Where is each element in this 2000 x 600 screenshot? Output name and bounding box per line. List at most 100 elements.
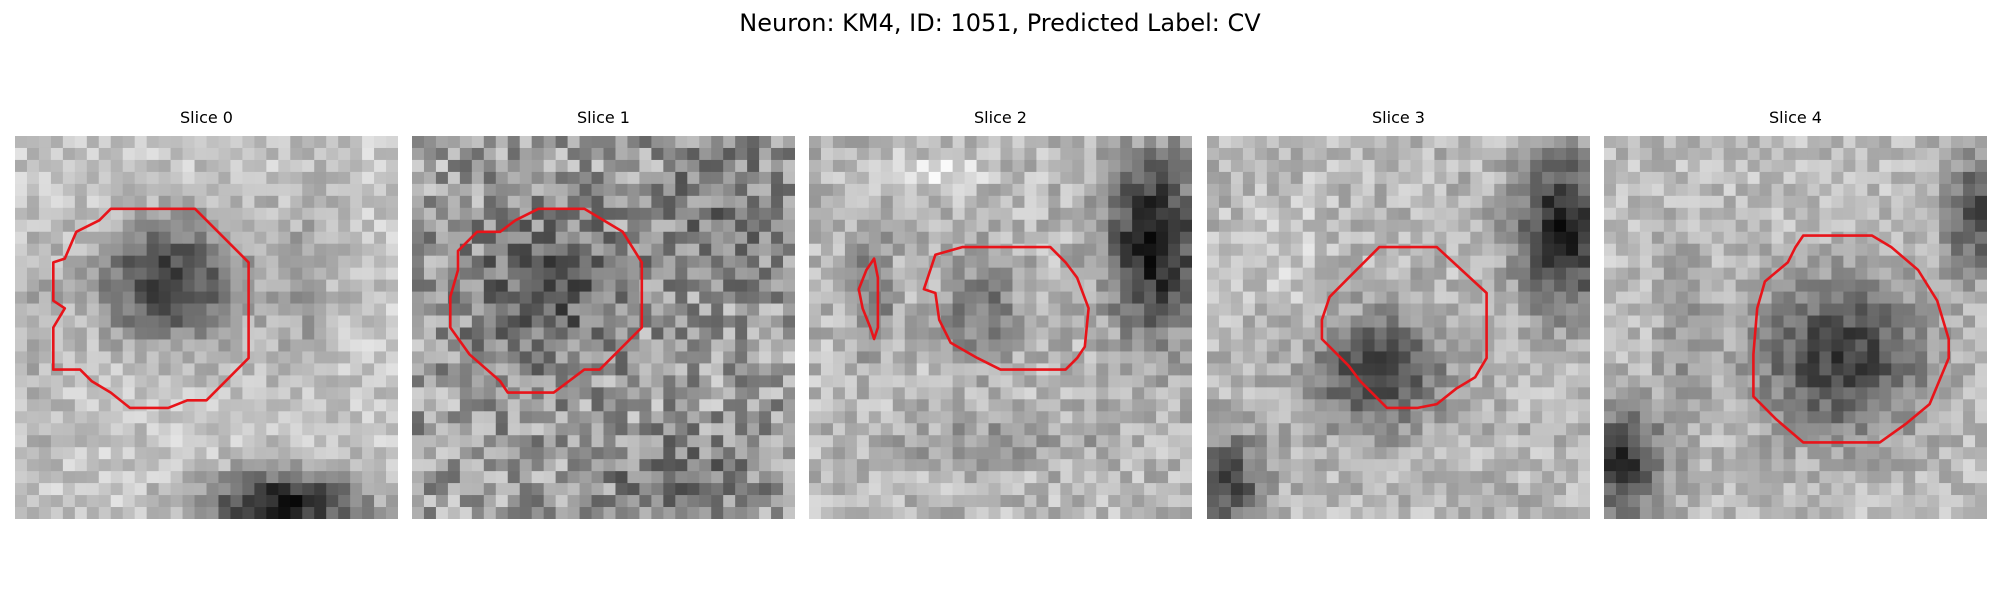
image-pixel [98, 231, 112, 245]
image-pixel [158, 303, 171, 316]
image-pixel [1230, 447, 1244, 460]
image-pixel [1084, 447, 1097, 460]
image-pixel [543, 255, 557, 269]
image-pixel [627, 171, 640, 185]
image-pixel [663, 159, 676, 173]
image-pixel [1302, 435, 1316, 448]
image-pixel [110, 303, 124, 316]
image-pixel [1975, 423, 1987, 436]
image-pixel [940, 136, 954, 149]
image-pixel [507, 183, 521, 197]
image-pixel [1470, 195, 1483, 209]
image-pixel [964, 183, 977, 197]
image-pixel [1048, 219, 1061, 233]
image-pixel [940, 471, 954, 484]
image-pixel [1024, 303, 1037, 316]
image-pixel [423, 447, 437, 460]
image-pixel [218, 327, 231, 340]
image-pixel [1951, 387, 1964, 400]
image-pixel [1290, 399, 1304, 412]
image-pixel [1338, 147, 1352, 161]
image-pixel [1604, 387, 1617, 400]
image-pixel [158, 459, 171, 472]
image-pixel [555, 471, 568, 484]
image-pixel [290, 399, 303, 412]
image-pixel [483, 423, 497, 436]
image-pixel [412, 195, 425, 209]
image-pixel [146, 459, 160, 472]
image-pixel [519, 399, 533, 412]
image-pixel [278, 219, 291, 233]
slice-title: Slice 0 [180, 108, 233, 127]
image-pixel [1060, 483, 1073, 496]
image-pixel [146, 447, 160, 460]
image-pixel [832, 183, 846, 197]
image-pixel [1168, 327, 1181, 340]
image-pixel [1506, 291, 1519, 304]
image-pixel [783, 255, 795, 269]
image-pixel [1831, 411, 1844, 424]
image-pixel [1915, 351, 1928, 364]
image-pixel [326, 459, 339, 472]
image-pixel [844, 351, 858, 364]
image-pixel [1604, 303, 1617, 316]
image-pixel [1891, 447, 1904, 460]
image-pixel [1663, 435, 1677, 448]
image-pixel [783, 447, 795, 460]
image-pixel [1735, 327, 1749, 340]
image-pixel [735, 291, 748, 304]
image-pixel [675, 195, 688, 209]
image-pixel [1180, 387, 1192, 400]
image-pixel [1566, 279, 1579, 292]
image-pixel [1711, 411, 1725, 424]
image-pixel [1302, 147, 1316, 161]
image-pixel [519, 136, 533, 149]
image-pixel [194, 399, 207, 412]
image-pixel [290, 423, 303, 436]
image-pixel [146, 339, 160, 352]
image-pixel [1518, 219, 1531, 233]
image-pixel [1422, 279, 1435, 292]
image-pixel [747, 351, 760, 364]
image-pixel [976, 303, 989, 316]
image-pixel [1230, 423, 1244, 436]
image-pixel [1783, 291, 1796, 304]
image-pixel [1939, 303, 1952, 316]
image-pixel [1000, 255, 1013, 269]
image-pixel [1494, 195, 1507, 209]
image-pixel [1120, 255, 1133, 269]
image-pixel [735, 411, 748, 424]
image-pixel [1566, 459, 1579, 472]
image-pixel [1566, 207, 1579, 221]
image-pixel [447, 387, 461, 400]
image-pixel [1831, 195, 1844, 209]
image-pixel [1266, 243, 1280, 257]
image-pixel [290, 147, 303, 161]
image-pixel [1951, 435, 1964, 448]
image-pixel [627, 267, 640, 281]
image-pixel [591, 327, 604, 340]
image-pixel [1651, 303, 1665, 316]
image-pixel [1144, 471, 1157, 484]
image-pixel [314, 171, 327, 185]
image-pixel [1326, 399, 1340, 412]
image-pixel [916, 363, 930, 376]
image-pixel [1060, 447, 1073, 460]
image-pixel [1108, 399, 1121, 412]
image-pixel [1783, 219, 1796, 233]
image-pixel [832, 291, 846, 304]
image-pixel [1963, 327, 1976, 340]
image-pixel [1144, 291, 1157, 304]
image-pixel [1783, 183, 1796, 197]
image-pixel [459, 303, 473, 316]
image-pixel [1108, 459, 1121, 472]
image-pixel [809, 411, 822, 424]
image-pixel [1566, 243, 1579, 257]
image-pixel [723, 423, 736, 436]
image-pixel [1675, 171, 1689, 185]
image-pixel [1446, 471, 1459, 484]
image-pixel [1903, 327, 1916, 340]
image-pixel [507, 171, 521, 185]
image-pixel [1891, 351, 1904, 364]
image-pixel [1374, 159, 1387, 173]
